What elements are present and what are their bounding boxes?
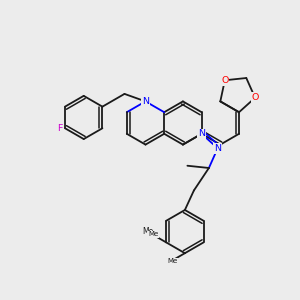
Text: Me: Me	[148, 231, 158, 237]
Text: Me: Me	[142, 227, 153, 236]
Text: N: N	[198, 129, 205, 138]
Text: O: O	[221, 76, 229, 85]
Text: F: F	[57, 124, 62, 133]
Text: O: O	[251, 93, 259, 102]
Text: N: N	[142, 97, 149, 106]
Text: Me: Me	[167, 258, 177, 264]
Text: N: N	[214, 144, 221, 153]
